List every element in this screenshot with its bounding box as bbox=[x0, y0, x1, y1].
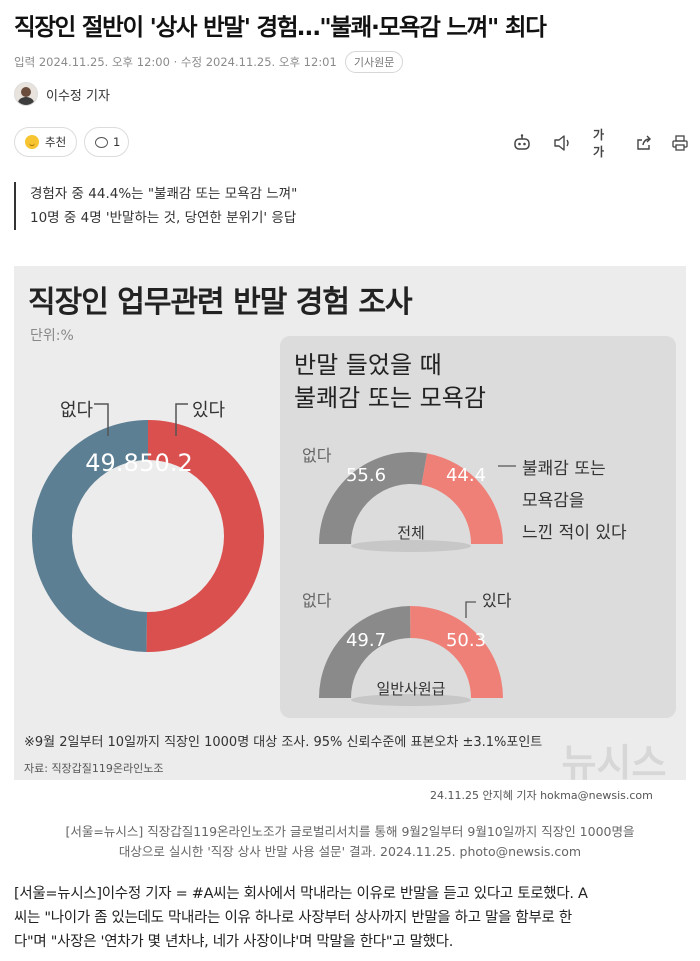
subtitle-line: 10명 중 4명 '반말하는 것, 당연한 분위기' 응답 bbox=[30, 210, 297, 226]
gauge-slice-yes bbox=[410, 606, 503, 698]
author-name[interactable]: 이수정 기자 bbox=[46, 88, 110, 104]
gauge1-callout-line3: 느낀 적이 있다 bbox=[522, 523, 627, 543]
body-line: 씨는 "나이가 좀 있는데도 막내라는 이유 하나로 사장부터 상사까지 반말을… bbox=[14, 910, 572, 926]
legend-yes-label: 있다 bbox=[192, 400, 226, 421]
gauge1-callout-line1: 불쾌감 또는 bbox=[522, 459, 606, 479]
comment-count: 1 bbox=[113, 135, 121, 149]
article-body: [서울=뉴시스]이수정 기자 = #A씨는 회사에서 막내라는 이유로 반말을 … bbox=[14, 882, 694, 954]
gauge-staff bbox=[319, 606, 503, 706]
survey-note: ※9월 2일부터 10일까지 직장인 1000명 대상 조사. 95% 신뢰수준… bbox=[24, 735, 542, 750]
caption-line: 대상으로 실시한 '직장 상사 반말 사용 설문' 결과. 2024.11.25… bbox=[118, 844, 582, 859]
avatar bbox=[14, 82, 38, 106]
gauge-total bbox=[319, 452, 503, 552]
gauge-slice-none bbox=[319, 452, 428, 544]
font-size-icon[interactable]: 가가 bbox=[593, 128, 613, 159]
speaker-icon[interactable] bbox=[553, 133, 573, 153]
gauge1-value-yes: 44.4 bbox=[446, 465, 486, 486]
gauge2-value-none: 49.7 bbox=[346, 630, 386, 651]
gauge1-none-label: 없다 bbox=[302, 446, 332, 465]
original-article-button[interactable]: 기사원문 bbox=[344, 51, 404, 73]
gauge1-callout-line2: 모욕감을 bbox=[522, 491, 585, 511]
panel-title-line1: 반말 들었을 때 bbox=[294, 351, 442, 379]
infographic-unit: 단위:% bbox=[30, 328, 74, 344]
subtitle-line: 경험자 중 44.4%는 "불쾌감 또는 모욕감 느껴" bbox=[30, 186, 298, 202]
gauge1-center-label: 전체 bbox=[397, 524, 425, 542]
gauge2-yes-label: 있다 bbox=[482, 591, 512, 610]
gauge1-value-none: 55.6 bbox=[346, 465, 386, 486]
font-size-label: 가가 bbox=[593, 128, 605, 159]
gauge-slice-none bbox=[319, 606, 411, 698]
legend-none-label: 없다 bbox=[60, 400, 94, 421]
gauge-slice-yes bbox=[421, 453, 503, 544]
donut-slice-yes bbox=[146, 420, 264, 652]
recommend-label: 추천 bbox=[45, 135, 67, 149]
gauge2-none-label: 없다 bbox=[302, 591, 332, 610]
recommend-button[interactable]: 추천 bbox=[14, 127, 77, 157]
infographic-credit: 24.11.25 안지혜 기자 hokma@newsis.com bbox=[430, 789, 653, 802]
gauge2-value-yes: 50.3 bbox=[446, 630, 486, 651]
source-label: 자료: 직장갑질119온라인노조 bbox=[24, 762, 164, 775]
gauge-base-shadow bbox=[351, 540, 471, 552]
article-subtitle: 경험자 중 44.4%는 "불쾌감 또는 모욕감 느껴" 10명 중 4명 '반… bbox=[14, 182, 297, 230]
main-donut-chart bbox=[31, 420, 264, 652]
infographic-image[interactable]: 직장인 업무관련 반말 경험 조사 단위:% 없다 있다 49.8 50.2 반… bbox=[14, 266, 686, 780]
author-byline[interactable]: 이수정 기자 bbox=[14, 82, 110, 106]
gauge2-center-label: 일반사원급 bbox=[376, 680, 445, 698]
robot-summary-icon[interactable] bbox=[512, 133, 532, 153]
newsis-watermark: 뉴시스 bbox=[562, 741, 667, 780]
body-line: [서울=뉴시스]이수정 기자 = #A씨는 회사에서 막내라는 이유로 반말을 … bbox=[14, 886, 588, 902]
comment-bubble-icon bbox=[95, 136, 108, 148]
caption-line: [서울=뉴시스] 직장갑질119온라인노조가 글로벌리서치를 통해 9월2일부터… bbox=[65, 824, 635, 839]
body-line: 다"며 "사장은 '연차가 몇 년차냐, 네가 사장이냐'며 막말을 한다"고 … bbox=[14, 934, 453, 950]
comment-button[interactable]: 1 bbox=[84, 127, 129, 157]
article-headline: 직장인 절반이 '상사 반말' 경험…"불쾌·모욕감 느껴" 최다 bbox=[14, 13, 547, 41]
article-meta: 입력 2024.11.25. 오후 12:00 · 수정 2024.11.25.… bbox=[14, 51, 404, 73]
infographic-title: 직장인 업무관련 반말 경험 조사 bbox=[28, 285, 413, 320]
recommend-smile-icon bbox=[25, 135, 39, 149]
main-value-yes: 50.2 bbox=[139, 449, 192, 477]
panel-title-line2: 불쾌감 또는 모욕감 bbox=[294, 384, 486, 412]
article-timestamps: 입력 2024.11.25. 오후 12:00 · 수정 2024.11.25.… bbox=[14, 55, 337, 69]
donut-slice-none bbox=[31, 420, 148, 652]
print-icon[interactable] bbox=[670, 133, 690, 153]
main-value-none: 49.8 bbox=[85, 449, 138, 477]
share-icon[interactable] bbox=[634, 133, 654, 153]
photo-caption: [서울=뉴시스] 직장갑질119온라인노조가 글로벌리서치를 통해 9월2일부터… bbox=[14, 822, 686, 862]
gauge-base-shadow bbox=[351, 694, 471, 706]
